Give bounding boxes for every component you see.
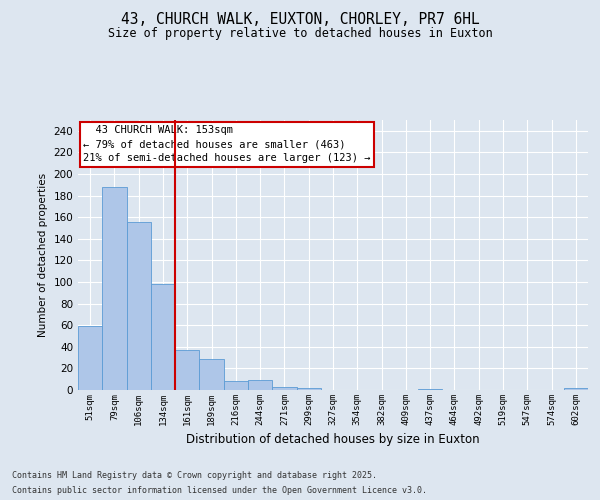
Y-axis label: Number of detached properties: Number of detached properties: [38, 173, 48, 337]
Bar: [564, 388, 588, 390]
Text: Contains public sector information licensed under the Open Government Licence v3: Contains public sector information licen…: [12, 486, 427, 495]
Bar: [224, 382, 248, 390]
Bar: [272, 387, 296, 390]
Text: Contains HM Land Registry data © Crown copyright and database right 2025.: Contains HM Land Registry data © Crown c…: [12, 471, 377, 480]
Bar: [418, 389, 442, 390]
Text: 43, CHURCH WALK, EUXTON, CHORLEY, PR7 6HL: 43, CHURCH WALK, EUXTON, CHORLEY, PR7 6H…: [121, 12, 479, 28]
Bar: [102, 187, 127, 390]
X-axis label: Distribution of detached houses by size in Euxton: Distribution of detached houses by size …: [186, 434, 480, 446]
Bar: [78, 326, 102, 390]
Bar: [127, 222, 151, 390]
Bar: [248, 380, 272, 390]
Bar: [296, 388, 321, 390]
Bar: [175, 350, 199, 390]
Bar: [151, 284, 175, 390]
Bar: [199, 358, 224, 390]
Text: 43 CHURCH WALK: 153sqm
← 79% of detached houses are smaller (463)
21% of semi-de: 43 CHURCH WALK: 153sqm ← 79% of detached…: [83, 126, 371, 164]
Text: Size of property relative to detached houses in Euxton: Size of property relative to detached ho…: [107, 28, 493, 40]
